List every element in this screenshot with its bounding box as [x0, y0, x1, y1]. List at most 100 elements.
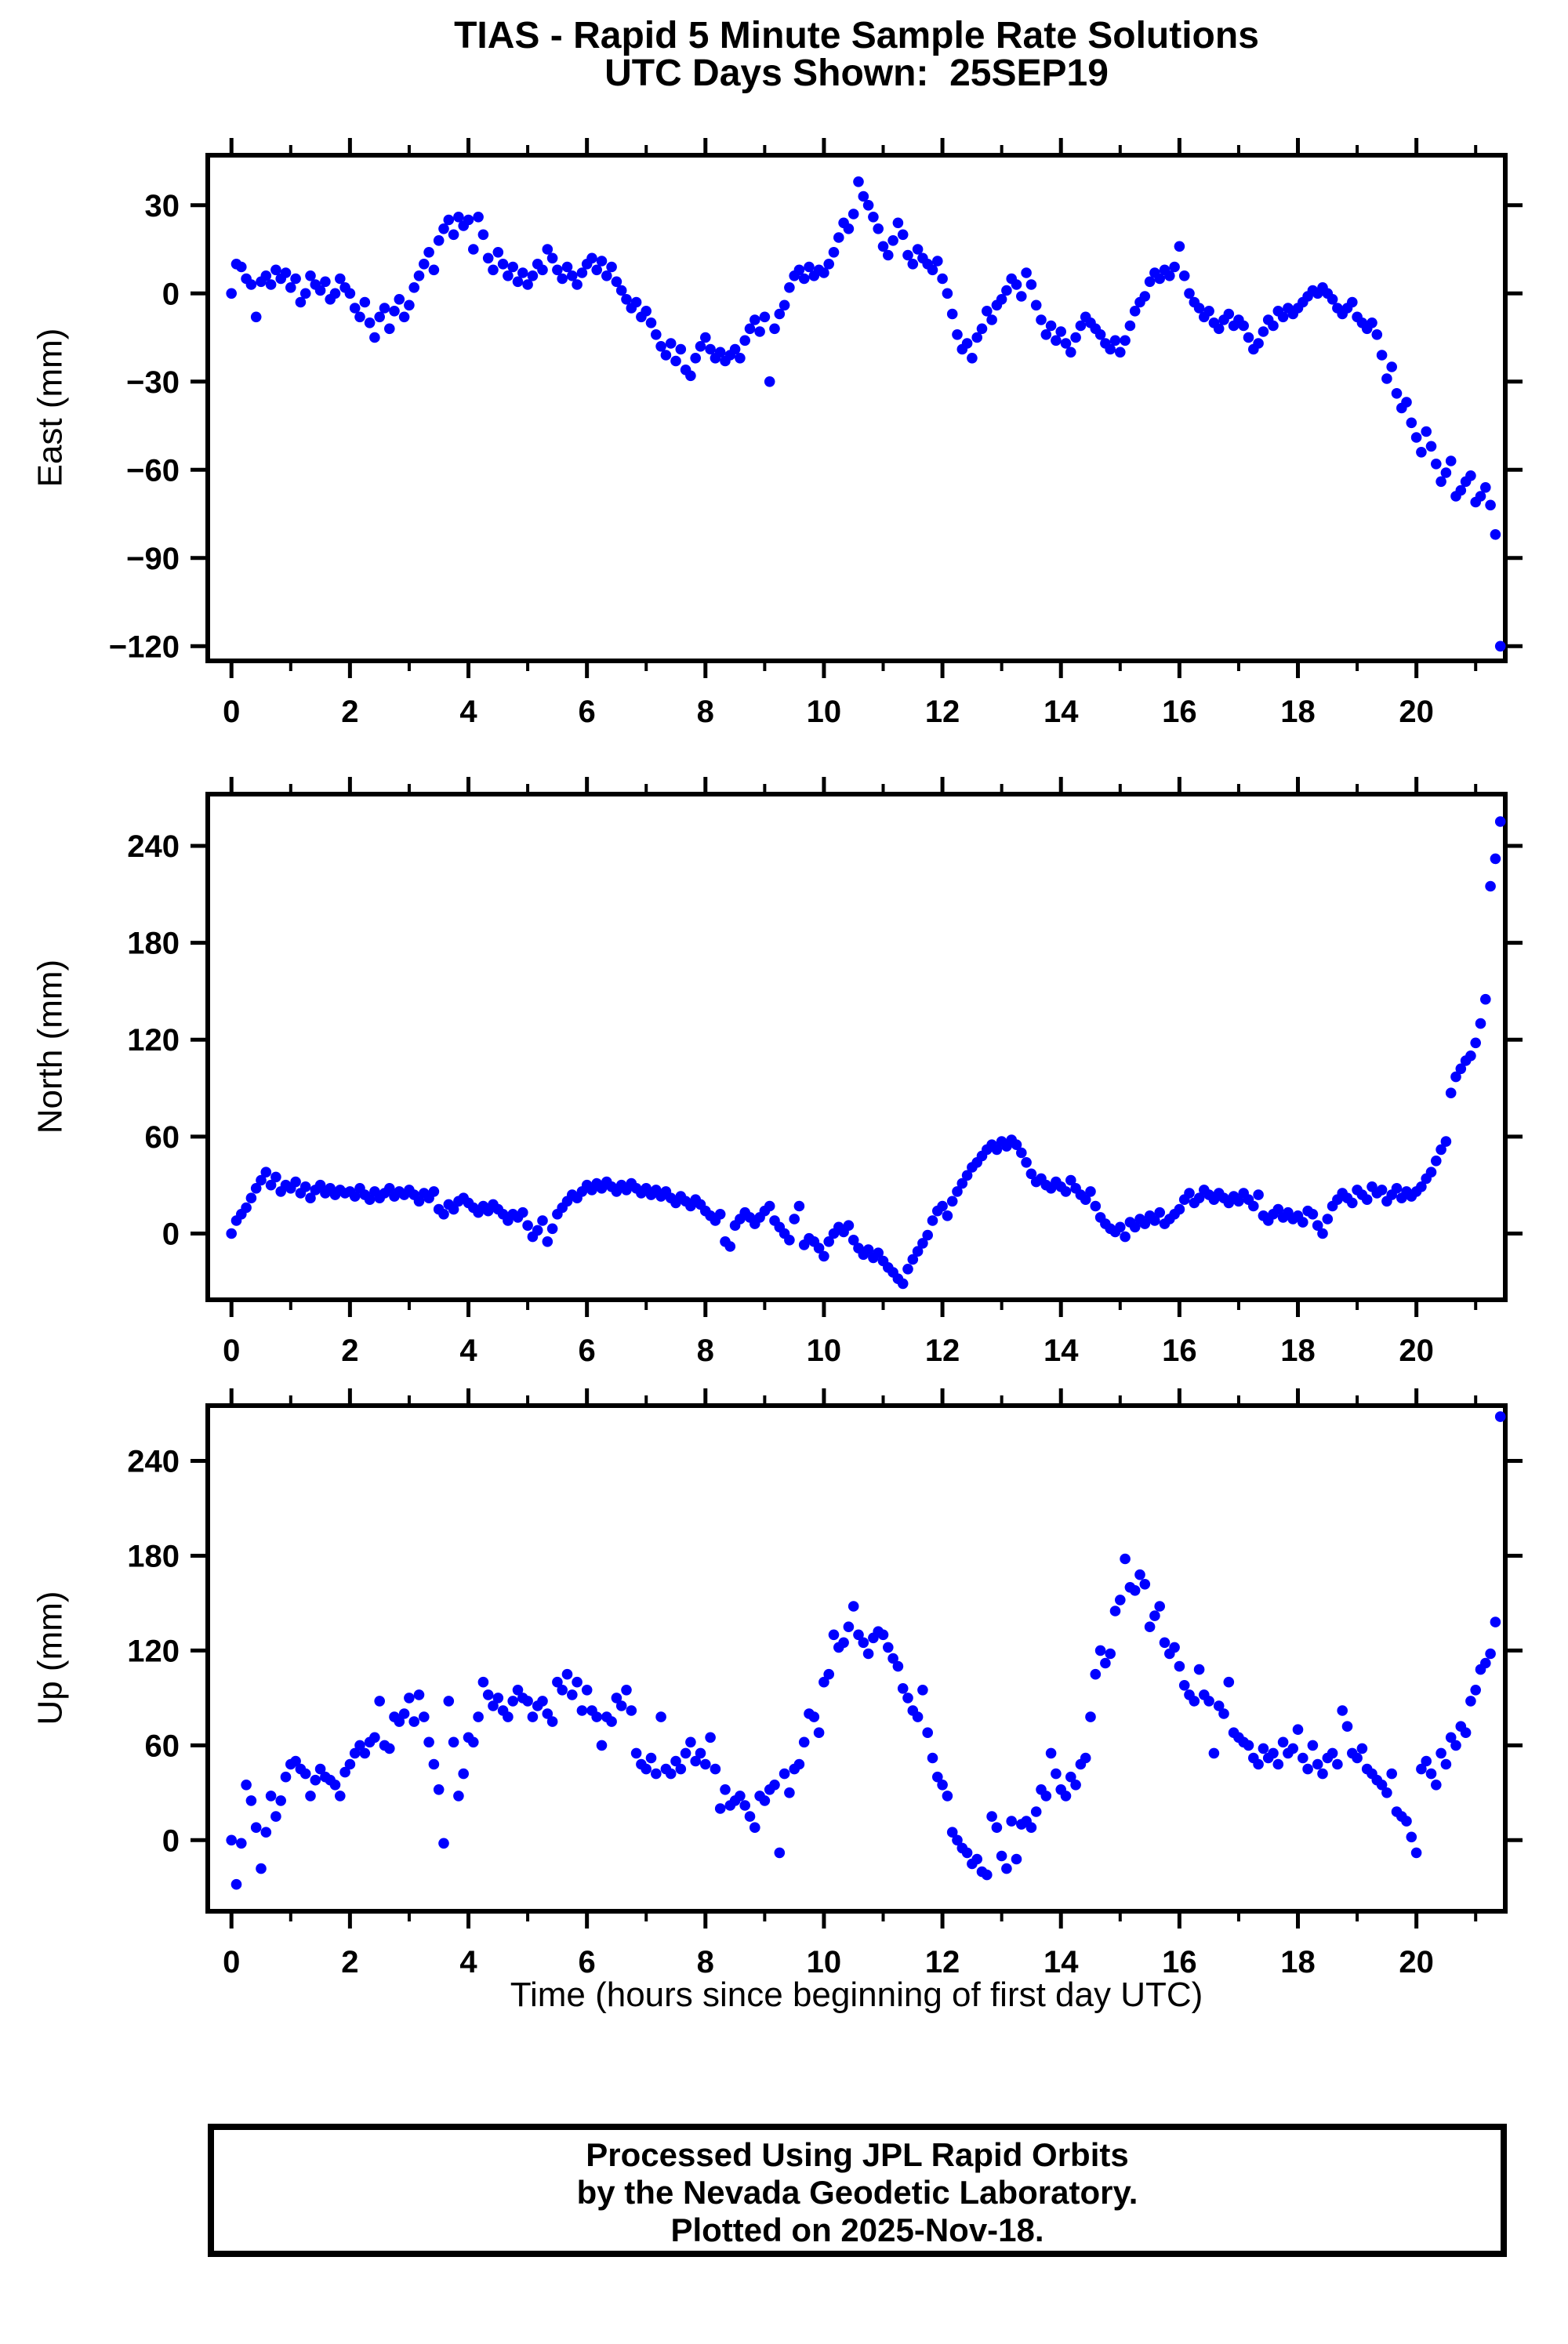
data-point [413, 1196, 425, 1207]
data-point [942, 288, 953, 299]
data-point [314, 1763, 326, 1775]
data-point [932, 1771, 943, 1783]
data-point [428, 1186, 440, 1197]
data-point [700, 1758, 711, 1770]
y-tick-label: 30 [145, 189, 180, 223]
data-point [408, 1716, 419, 1727]
x-tick-label: 14 [1044, 695, 1079, 729]
x-tick-label: 12 [925, 695, 960, 729]
data-point [1361, 1194, 1373, 1205]
data-point [561, 261, 573, 273]
data-point [305, 270, 316, 281]
data-point [754, 326, 765, 337]
y-tick-label: 180 [127, 1539, 180, 1573]
data-point [1129, 306, 1141, 317]
data-point [1376, 1780, 1388, 1791]
data-point [1139, 291, 1151, 302]
data-point [1001, 285, 1012, 296]
data-point [1248, 1200, 1259, 1212]
data-point [329, 1780, 341, 1791]
data-point [339, 1766, 350, 1778]
x-tick-label: 6 [579, 695, 596, 729]
data-point [448, 229, 459, 241]
data-point [1436, 1144, 1446, 1156]
x-tick-label: 18 [1280, 1333, 1316, 1368]
data-point [413, 270, 425, 281]
data-point [1421, 1755, 1432, 1767]
data-point [675, 343, 687, 355]
data-point [423, 1736, 434, 1748]
data-point [1347, 1197, 1358, 1209]
data-point [1085, 1186, 1096, 1197]
data-point [1352, 1752, 1363, 1764]
data-point [285, 282, 296, 293]
data-point [1065, 1771, 1076, 1783]
data-point [359, 296, 371, 308]
data-point [818, 1676, 829, 1688]
data-point [335, 273, 346, 285]
data-point [453, 1791, 464, 1802]
footer-line-2: by the Nevada Geodetic Laboratory. [576, 2174, 1138, 2211]
data-point [877, 1629, 889, 1641]
x-tick-label: 0 [223, 1333, 240, 1368]
data-point [645, 317, 657, 328]
x-tick-label: 8 [697, 695, 714, 729]
data-point [596, 256, 608, 267]
data-point [250, 311, 262, 323]
data-point [507, 1696, 518, 1707]
x-tick-label: 16 [1162, 695, 1197, 729]
data-point [784, 1235, 795, 1246]
data-point [1416, 1763, 1427, 1775]
data-point [651, 329, 662, 340]
data-point [419, 259, 430, 270]
data-point [615, 1700, 627, 1711]
data-point [305, 1192, 316, 1203]
data-point [1134, 1569, 1145, 1580]
data-point [482, 1689, 494, 1700]
data-point [1298, 1752, 1308, 1764]
data-point [1051, 335, 1062, 347]
data-point [557, 273, 568, 285]
data-point [813, 1243, 825, 1254]
data-point [611, 276, 622, 288]
data-point [942, 1210, 953, 1221]
data-point [1129, 1585, 1141, 1596]
data-point [991, 1822, 1003, 1833]
data-point [1001, 1863, 1012, 1874]
data-point [532, 1225, 543, 1236]
data-point [572, 1676, 583, 1688]
data-point [1030, 299, 1042, 311]
data-point [349, 1191, 361, 1202]
data-point [932, 256, 943, 267]
data-point [946, 308, 958, 320]
data-point [567, 1689, 578, 1700]
data-point [1174, 1660, 1185, 1672]
data-point [897, 1683, 909, 1694]
data-point [1080, 1752, 1091, 1764]
data-point [675, 1763, 687, 1775]
data-point [1223, 308, 1235, 320]
data-point [690, 1755, 701, 1767]
x-tick-label: 4 [459, 1333, 477, 1368]
data-point [369, 1732, 380, 1743]
data-point [873, 1247, 884, 1258]
data-point [250, 1822, 262, 1833]
data-point [848, 1235, 859, 1246]
data-point [1120, 335, 1131, 347]
data-point [720, 1784, 731, 1795]
data-point [335, 1791, 346, 1802]
data-point [384, 1183, 395, 1194]
data-point [1440, 1136, 1452, 1147]
x-tick-label: 14 [1044, 1333, 1079, 1368]
data-point [299, 288, 311, 299]
data-point [784, 282, 795, 293]
y-axis-title-north: North (mm) [31, 959, 70, 1134]
data-point [1272, 1758, 1284, 1770]
data-point [517, 267, 528, 278]
data-point [838, 1637, 849, 1649]
data-point [1184, 1188, 1195, 1199]
data-point [877, 241, 889, 252]
data-point [1470, 1037, 1481, 1049]
data-point [680, 1747, 691, 1759]
data-point [670, 355, 681, 367]
